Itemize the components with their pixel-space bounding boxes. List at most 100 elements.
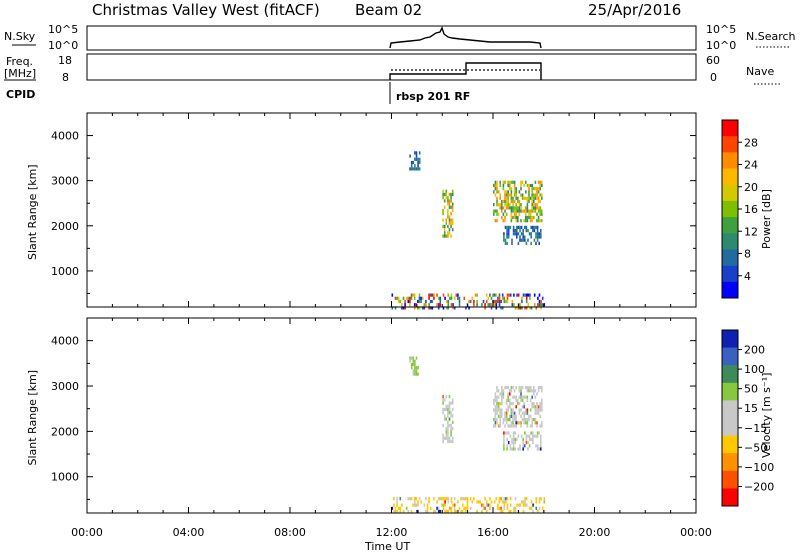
velocity-panel-cell — [537, 509, 539, 514]
power-panel-cell — [506, 296, 509, 300]
velocity-panel-cell — [479, 500, 482, 504]
power-panel-cell — [501, 206, 503, 210]
power-panel-cell — [404, 303, 406, 307]
nsky-tick-top-left: 10^5 — [48, 23, 78, 36]
velocity-panel-cell — [448, 407, 451, 412]
power-panel-cell — [537, 190, 540, 194]
power-panel-cell — [410, 293, 413, 297]
power-panel-cell — [513, 199, 516, 204]
velocity-panel-cell — [515, 398, 517, 402]
velocity-panel-cell — [501, 509, 504, 514]
velocity-panel-cell — [494, 411, 497, 415]
power-panel-cell — [453, 296, 456, 300]
power-panel-cell — [531, 199, 533, 204]
power-panel-cell — [529, 196, 532, 200]
velocity-panel-cell — [522, 441, 524, 445]
power-panel-cell — [450, 234, 452, 238]
power-panel-cell — [529, 215, 532, 220]
velocity-panel-cell — [528, 386, 530, 390]
velocity-panel-cell — [526, 424, 529, 428]
power-panel-cell — [504, 193, 506, 197]
velocity-panel-cell — [494, 392, 497, 396]
velocity-panel-cell — [466, 503, 469, 507]
power-panel-cell — [505, 193, 508, 197]
power-panel-cell — [413, 303, 416, 307]
power-panel-cell — [527, 238, 529, 242]
time-tick-label: 12:00 — [376, 526, 408, 539]
velocity-panel-cell — [525, 418, 527, 422]
power-panel-cell — [497, 190, 500, 194]
power-panel-cell — [524, 238, 526, 242]
power-panel-cell — [443, 228, 446, 232]
time-tick-label: 16:00 — [477, 526, 509, 539]
power-panel-cell — [516, 306, 518, 310]
power-panel-cell — [512, 209, 514, 213]
velocity-panel-cell — [523, 421, 525, 425]
velocity-panel-cell — [535, 497, 538, 501]
velocity-panel-cell — [541, 408, 543, 412]
power-panel-cell — [442, 293, 445, 297]
velocity-panel-cell — [455, 509, 458, 514]
velocity-panel-cell — [428, 497, 430, 501]
velocity-panel-cell — [500, 497, 502, 501]
velocity-panel-cell — [540, 444, 542, 448]
power-panel-cell — [501, 199, 503, 204]
power-panel-cell — [501, 215, 503, 220]
power-panel-cell — [496, 219, 498, 223]
power-panel-cell — [531, 215, 533, 220]
velocity-panel-cell — [525, 386, 527, 390]
power-panel-cell — [525, 299, 528, 304]
power-panel-cell — [451, 218, 454, 222]
power-panel-cell — [527, 303, 530, 307]
power-panel-cell — [526, 209, 529, 213]
power-panel-cell — [455, 293, 458, 297]
velocity-panel-cell — [504, 431, 507, 435]
power-panel-cell — [533, 206, 535, 210]
velocity-panel-cell — [426, 506, 429, 510]
power-panel-cell — [391, 293, 394, 297]
velocity-panel-cell — [414, 359, 416, 363]
power-panel-cell — [415, 303, 418, 307]
power-panel-cell — [425, 303, 427, 307]
velocity-panel-cell — [522, 500, 525, 504]
velocity-panel-cell — [453, 497, 456, 501]
velocity-panel-cell — [452, 503, 454, 507]
power-panel-colorbar-segment — [722, 136, 738, 153]
power-panel-cell — [494, 183, 497, 188]
power-panel-cell — [405, 296, 408, 300]
velocity-panel-cell — [518, 411, 521, 415]
velocity-panel-cell — [457, 500, 459, 504]
power-panel-cell — [517, 293, 520, 297]
velocity-panel-cell — [527, 447, 529, 451]
velocity-panel-cell — [518, 408, 521, 412]
velocity-panel-cell — [499, 418, 501, 422]
velocity-panel-cell — [445, 407, 448, 412]
velocity-panel-region-0 — [409, 356, 419, 376]
power-panel-cell — [417, 167, 419, 171]
velocity-panel-cell — [539, 402, 541, 406]
velocity-panel-cell — [525, 497, 528, 501]
power-panel-cell — [463, 296, 466, 300]
power-panel-cell — [520, 180, 522, 184]
velocity-panel-cell — [536, 411, 538, 415]
power-panel-cell — [529, 219, 532, 223]
power-panel-cell — [493, 299, 496, 304]
power-panel-cell — [533, 196, 535, 200]
power-panel-cell — [450, 192, 452, 197]
power-panel-cell — [447, 196, 449, 200]
velocity-panel-cell — [409, 356, 411, 360]
power-panel-cell — [502, 183, 505, 188]
power-panel-cell — [513, 215, 516, 220]
velocity-panel-cell — [513, 424, 516, 428]
velocity-panel-cell — [423, 503, 426, 507]
power-panel-cell — [450, 199, 452, 203]
power-panel-cell — [512, 180, 514, 184]
power-panel-cell — [537, 303, 539, 307]
power-panel-cell — [539, 219, 541, 223]
power-panel-cell — [541, 296, 544, 300]
power-panel-cell — [442, 218, 444, 222]
power-panel-cell — [499, 196, 501, 200]
power-panel-cell — [418, 167, 421, 171]
power-panel-cell — [540, 235, 542, 239]
velocity-colorbar: 200 100 50 15 −15 −50 −100 −200 Velocity [m s⁻¹] — [721, 329, 774, 507]
